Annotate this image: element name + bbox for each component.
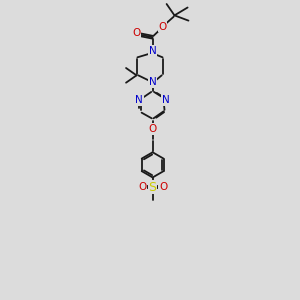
Text: N: N [149,46,157,56]
Text: N: N [162,95,170,105]
Text: N: N [136,95,143,105]
Text: O: O [158,22,167,32]
Text: O: O [148,124,157,134]
Text: S: S [148,181,157,194]
Text: O: O [138,182,146,192]
Text: O: O [132,28,140,38]
Text: N: N [149,77,157,87]
Text: O: O [159,182,167,192]
